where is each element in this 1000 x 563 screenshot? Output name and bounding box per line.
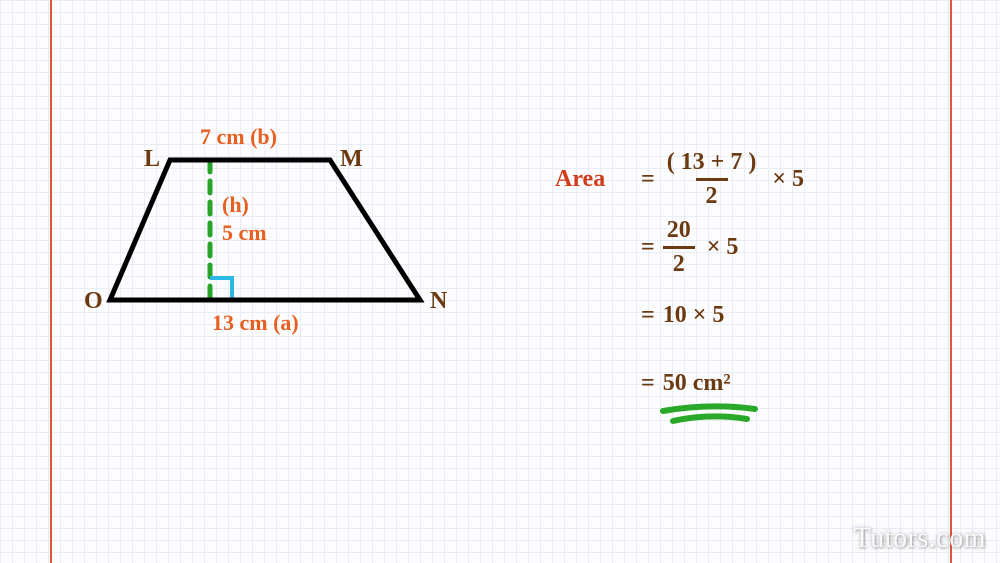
equals-4: = bbox=[641, 370, 655, 397]
calc-row-3: = 10 × 5 bbox=[555, 291, 935, 339]
frac1-num: ( 13 + 7 ) bbox=[661, 149, 763, 177]
trapezoid-diagram: L M N O 7 cm (b) (h) 5 cm 13 cm (a) bbox=[100, 120, 450, 400]
frac1-den: 2 bbox=[696, 178, 728, 209]
top-base-label: 7 cm (b) bbox=[200, 124, 277, 150]
area-label: Area bbox=[555, 166, 641, 193]
plain-3: 10 × 5 bbox=[663, 302, 725, 329]
equals-2: = bbox=[641, 234, 655, 261]
height-var-label: (h) bbox=[222, 192, 249, 218]
bottom-base-label: 13 cm (a) bbox=[212, 310, 299, 336]
right-margin-line bbox=[950, 0, 952, 563]
calc-row-2: = 20 2 × 5 bbox=[555, 223, 935, 271]
vertex-o: O bbox=[84, 288, 103, 315]
frac2-num: 20 bbox=[661, 217, 697, 245]
right-angle-icon bbox=[210, 278, 232, 300]
vertex-l: L bbox=[144, 146, 160, 173]
fraction-1: ( 13 + 7 ) 2 bbox=[661, 149, 763, 209]
equals-1: = bbox=[641, 166, 655, 193]
watermark: Tutors.com bbox=[854, 523, 986, 555]
calc-row-1: Area = ( 13 + 7 ) 2 × 5 bbox=[555, 155, 935, 203]
calculation-steps: Area = ( 13 + 7 ) 2 × 5 = 20 2 × 5 = 10 … bbox=[555, 155, 935, 407]
fraction-2: 20 2 bbox=[661, 217, 697, 277]
equals-3: = bbox=[641, 302, 655, 329]
frac2-den: 2 bbox=[663, 246, 695, 277]
answer-underline-icon bbox=[655, 403, 765, 427]
plain-4: 50 cm² bbox=[663, 370, 731, 397]
tail-2: × 5 bbox=[707, 234, 739, 261]
height-val-label: 5 cm bbox=[222, 220, 267, 246]
calc-row-4: = 50 cm² bbox=[555, 359, 935, 407]
vertex-n: N bbox=[430, 288, 447, 315]
vertex-m: M bbox=[340, 146, 363, 173]
left-margin-line bbox=[50, 0, 52, 563]
tail-1: × 5 bbox=[772, 166, 804, 193]
